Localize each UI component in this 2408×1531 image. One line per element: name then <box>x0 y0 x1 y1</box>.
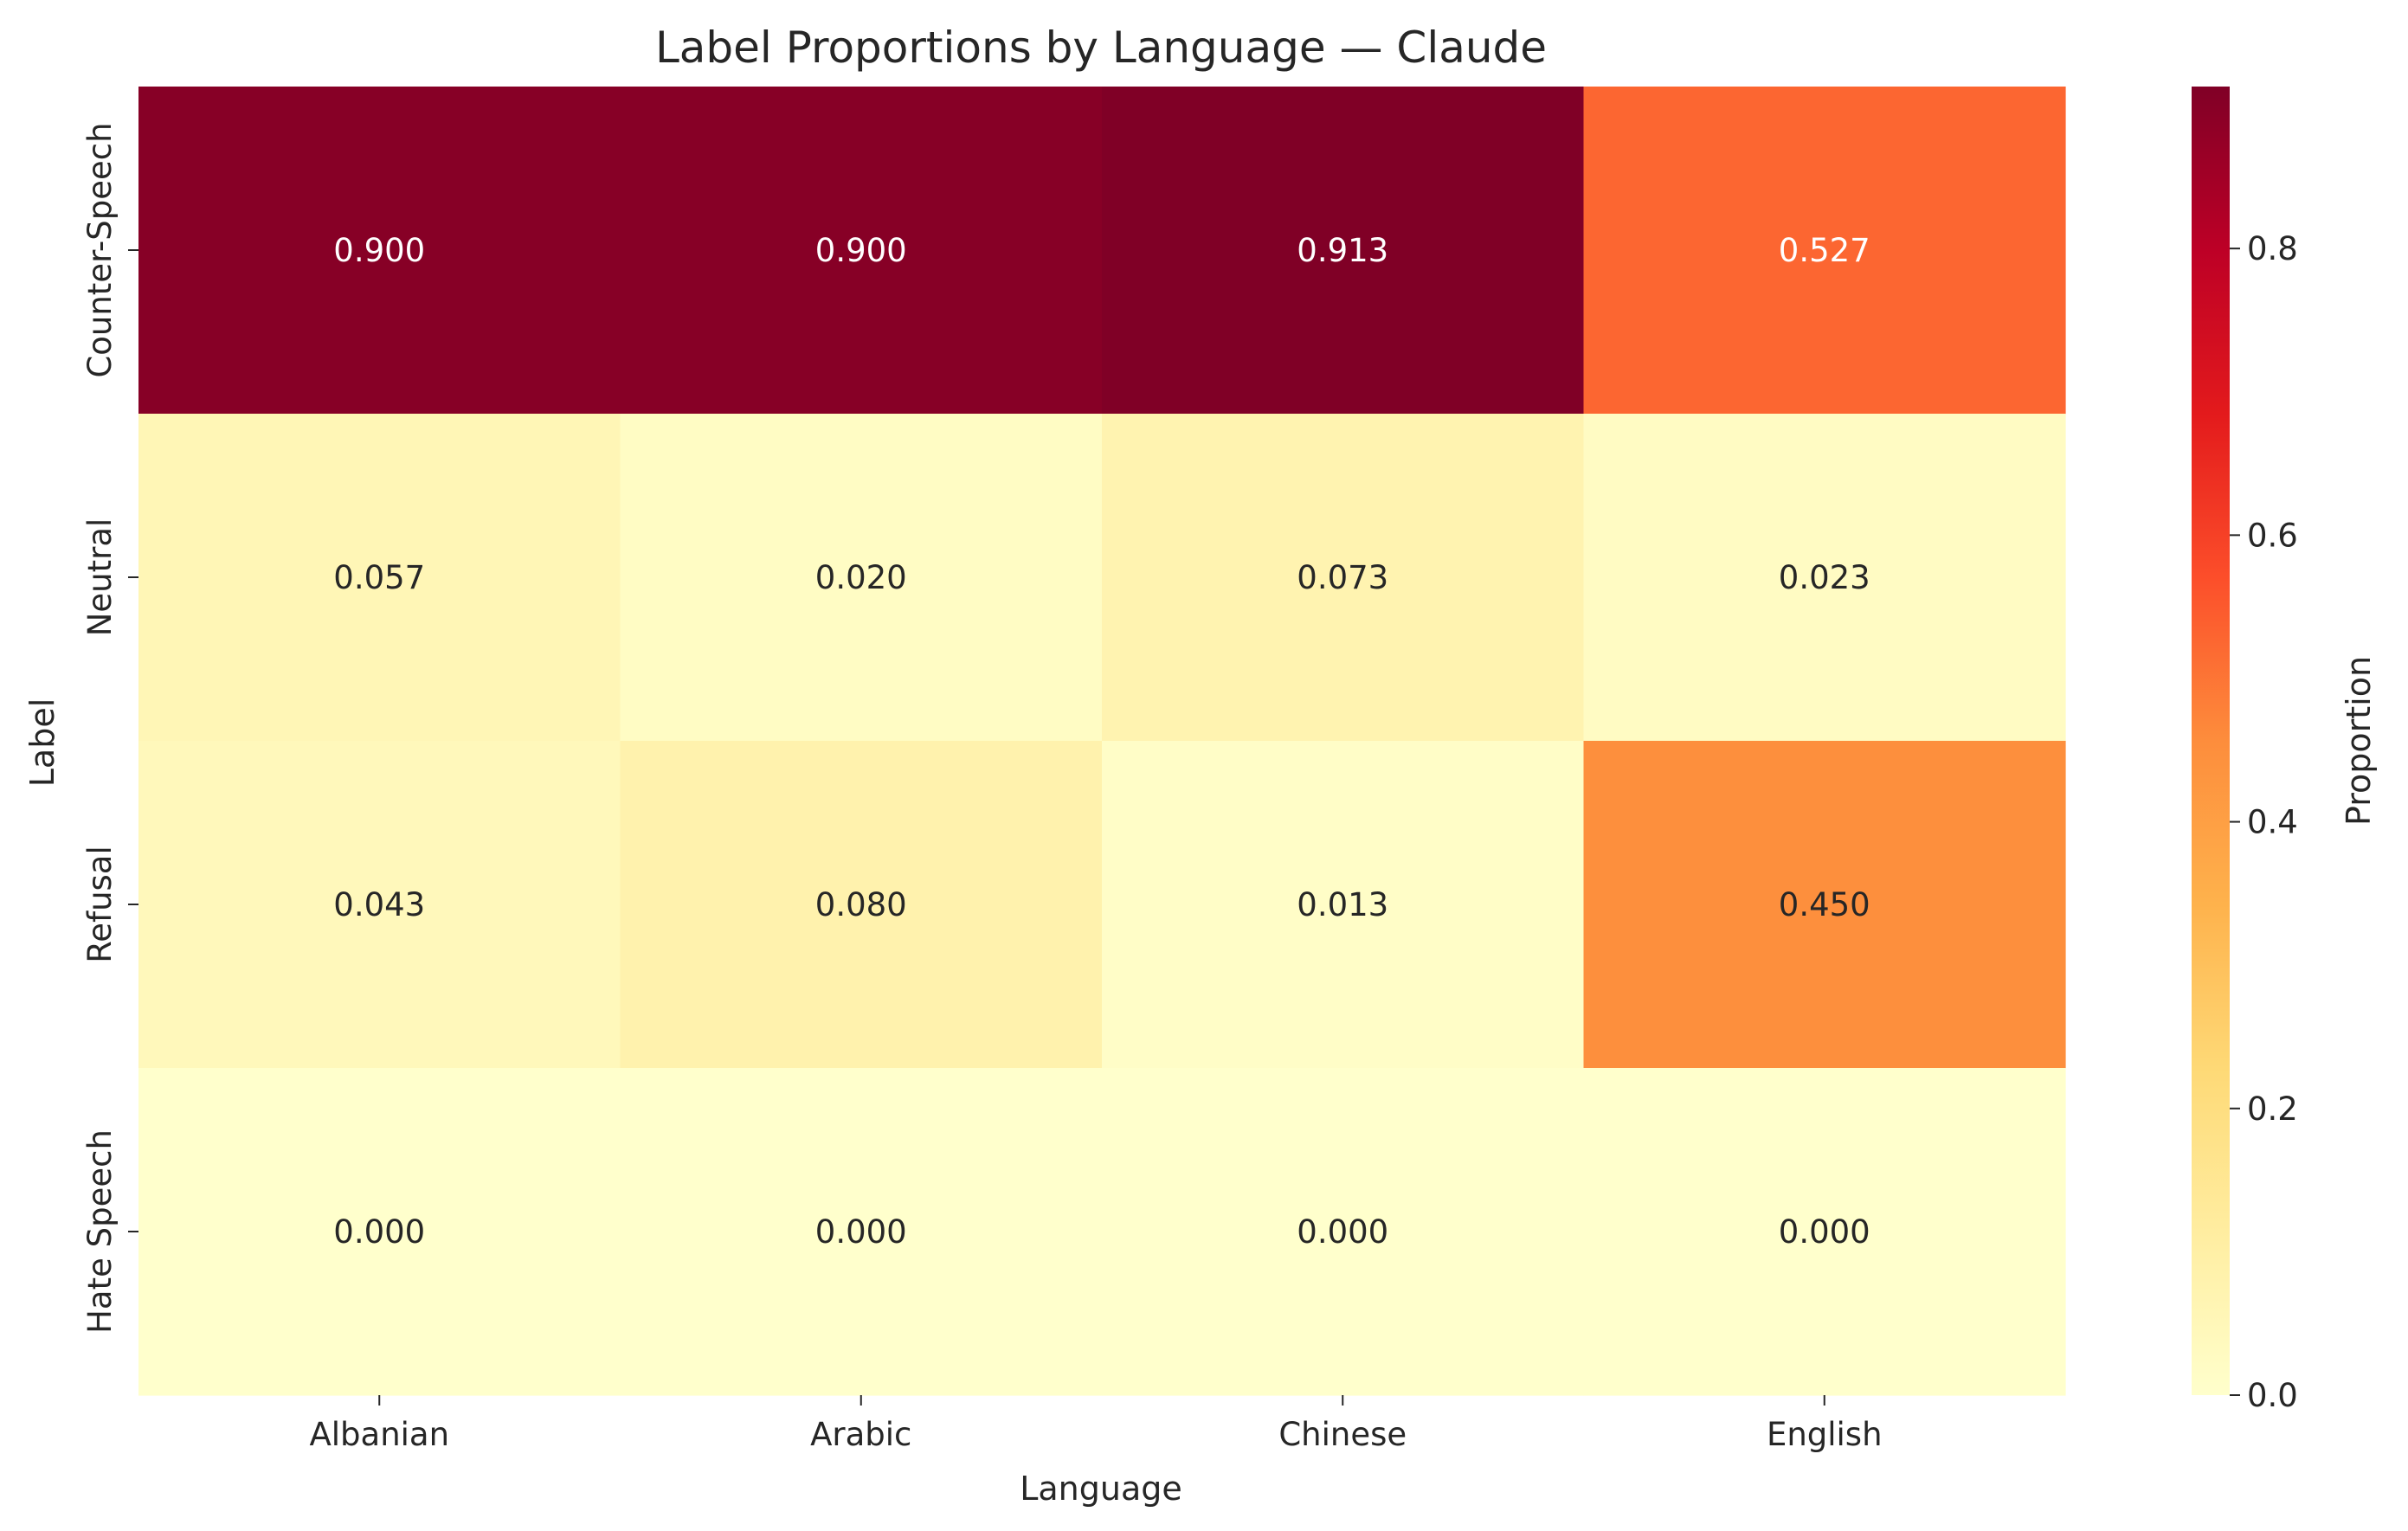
cell-value-label: 0.020 <box>815 559 907 596</box>
x-tick-label: Chinese <box>1278 1416 1407 1453</box>
y-tick-label: Hate Speech <box>81 1129 119 1334</box>
cell-value-label: 0.450 <box>1779 886 1870 923</box>
heatmap-cell <box>1583 414 2066 742</box>
heatmap-cell <box>1583 741 2066 1069</box>
heatmap-cell <box>620 1068 1103 1396</box>
heatmap-cell <box>620 87 1103 415</box>
x-tick-label: Albanian <box>309 1416 449 1453</box>
colorbar-tick-label: 0.0 <box>2247 1377 2298 1414</box>
colorbar-gradient <box>2192 87 2230 1395</box>
cell-value-label: 0.013 <box>1297 886 1388 923</box>
heatmap-cell <box>620 414 1103 742</box>
heatmap-cell <box>138 87 621 415</box>
heatmap-cell <box>1102 87 1585 415</box>
cell-value-label: 0.900 <box>815 232 907 269</box>
cell-value-label: 0.000 <box>1297 1213 1388 1251</box>
colorbar: 0.0 0.2 0.4 0.6 0.8 Proportion <box>2192 87 2378 1414</box>
heatmap-cell <box>1583 1068 2066 1396</box>
heatmap-cell <box>620 741 1103 1069</box>
heatmap-cell <box>1102 741 1585 1069</box>
heatmap-cell <box>138 1068 621 1396</box>
chart-title: Label Proportions by Language — Claude <box>655 23 1547 73</box>
cell-value-label: 0.080 <box>815 886 907 923</box>
cell-value-label: 0.023 <box>1779 559 1870 596</box>
cell-value-label: 0.913 <box>1297 232 1388 269</box>
cell-value-label: 0.527 <box>1779 232 1870 269</box>
y-axis: Counter-Speech Neutral Refusal Hate Speech <box>81 122 138 1334</box>
y-tick-label: Counter-Speech <box>81 122 119 377</box>
cell-value-label: 0.000 <box>333 1213 425 1251</box>
cell-value-label: 0.000 <box>1779 1213 1870 1251</box>
x-tick-label: English <box>1767 1416 1883 1453</box>
cell-value-label: 0.900 <box>333 232 425 269</box>
x-tick-label: Arabic <box>810 1416 911 1453</box>
colorbar-label: Proportion <box>2340 656 2378 826</box>
colorbar-tick-label: 0.4 <box>2247 804 2298 841</box>
heatmap-cell <box>1102 414 1585 742</box>
y-axis-label: Label <box>23 698 61 788</box>
heatmap-cell <box>138 414 621 742</box>
cell-value-label: 0.043 <box>333 886 425 923</box>
heatmap-cell <box>1583 87 2066 415</box>
cell-value-label: 0.057 <box>333 559 425 596</box>
colorbar-tick-label: 0.2 <box>2247 1090 2298 1128</box>
heatmap-cells: 0.900 0.900 0.913 0.527 0.057 0.020 0.073 0.023… <box>138 87 2066 1396</box>
heatmap-cell <box>1102 1068 1585 1396</box>
x-axis-label: Language <box>1020 1470 1182 1508</box>
y-tick-label: Neutral <box>81 518 119 637</box>
x-axis: Albanian Arabic Chinese English <box>309 1395 1883 1453</box>
cell-value-label: 0.000 <box>815 1213 907 1251</box>
y-tick-label: Refusal <box>81 846 119 963</box>
heatmap-cell <box>138 741 621 1069</box>
colorbar-tick-label: 0.8 <box>2247 230 2298 267</box>
cell-value-label: 0.073 <box>1297 559 1388 596</box>
colorbar-tick-label: 0.6 <box>2247 517 2298 554</box>
